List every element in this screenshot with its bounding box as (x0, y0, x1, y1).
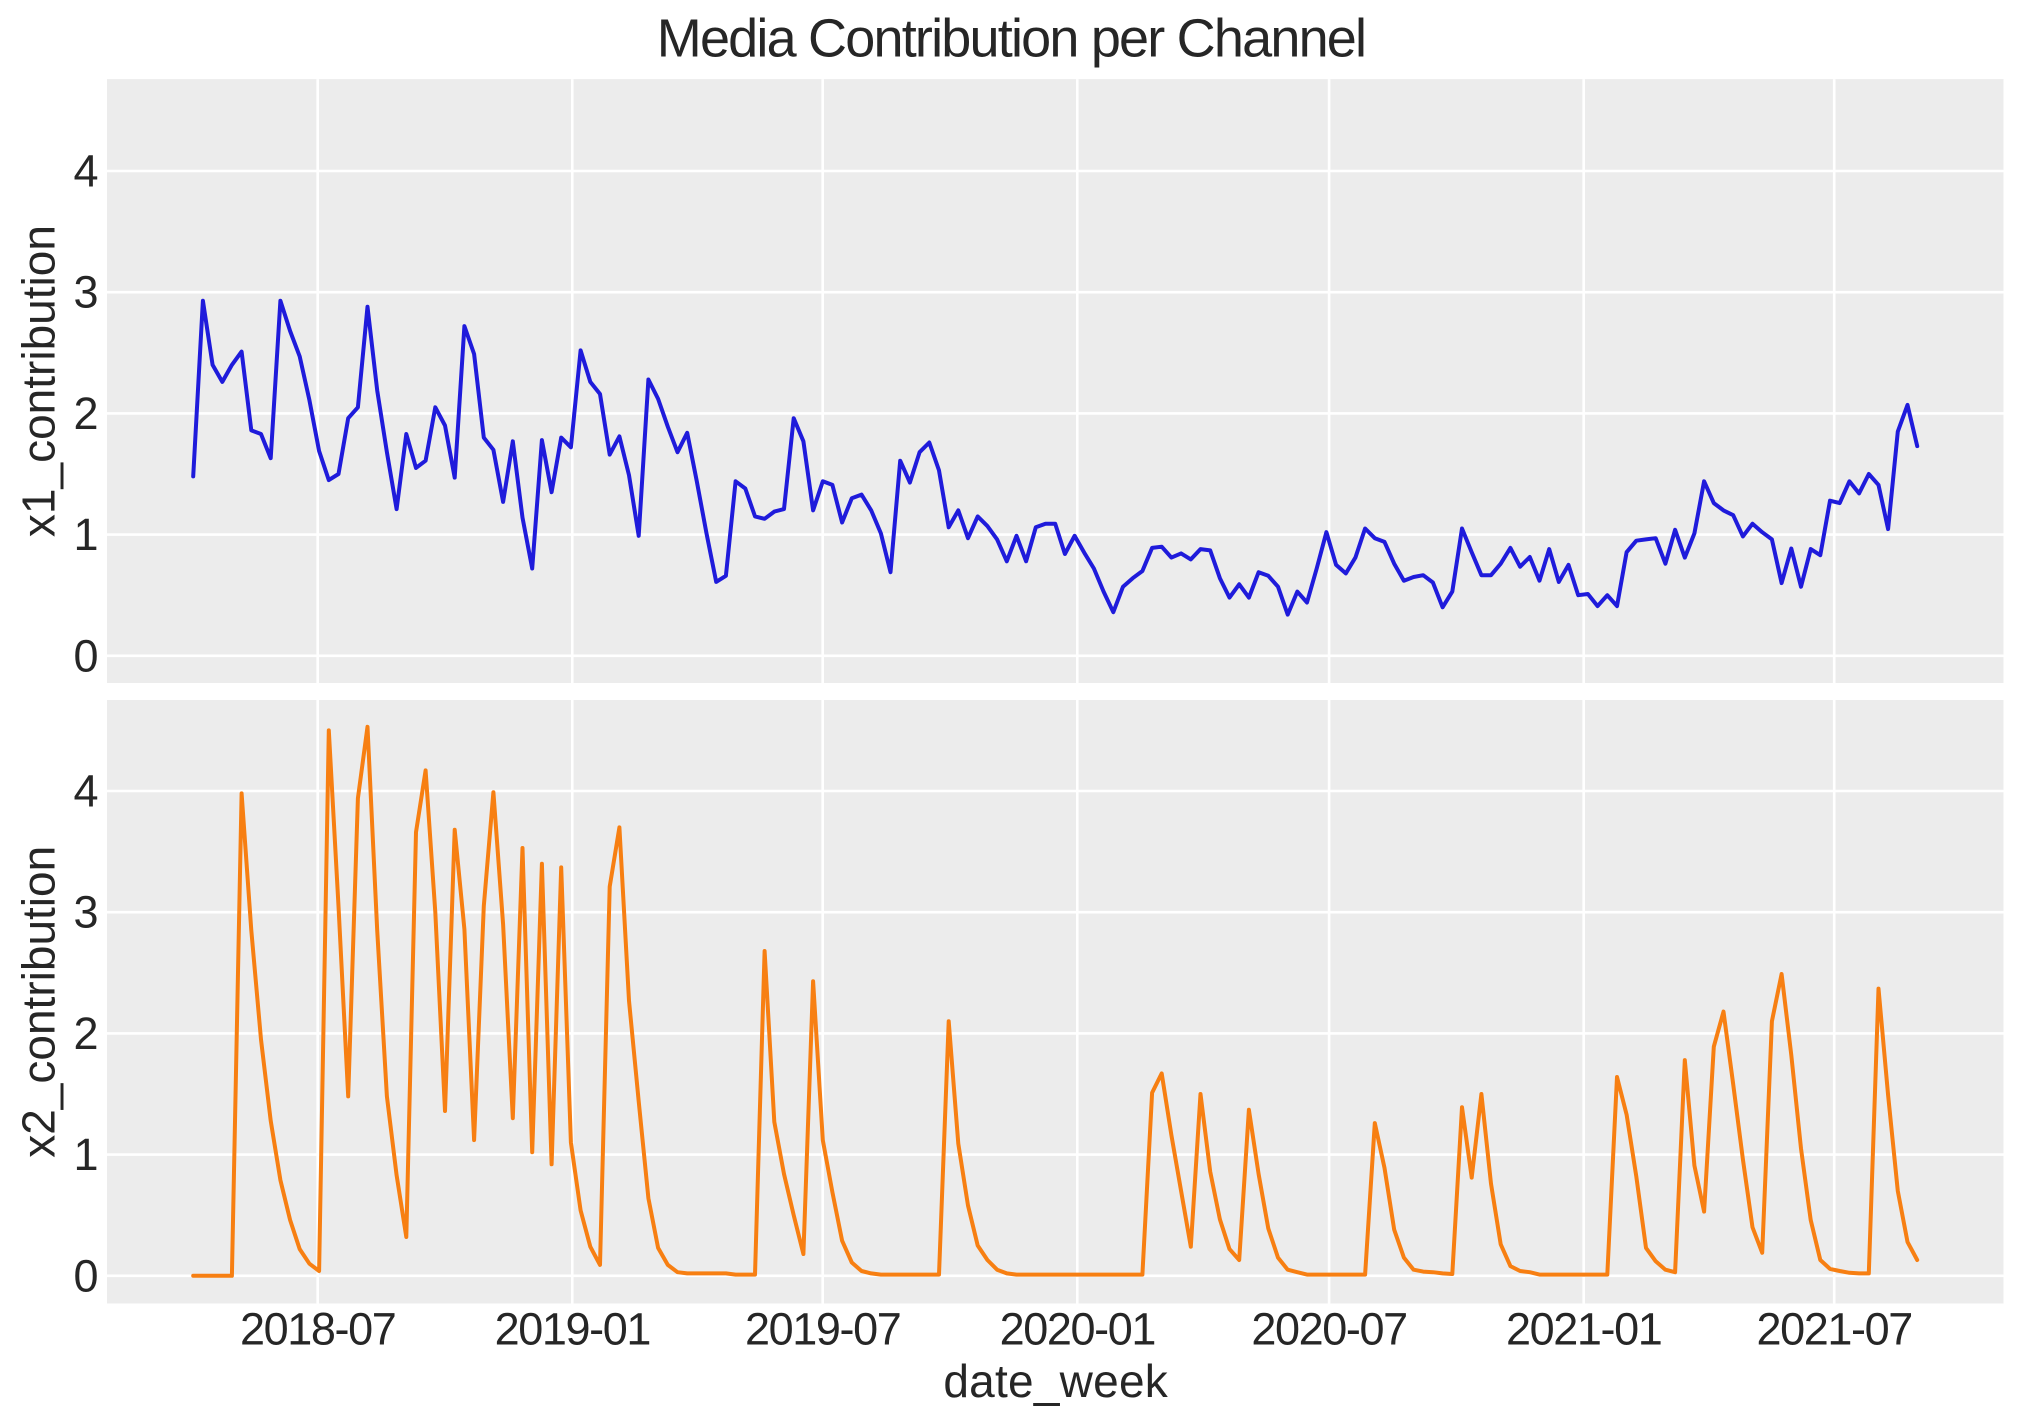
svg-text:2019-07: 2019-07 (745, 1303, 900, 1354)
svg-text:0: 0 (73, 630, 98, 681)
svg-text:4: 4 (73, 766, 98, 817)
svg-text:x1_contribution: x1_contribution (13, 225, 65, 537)
svg-text:2021-01: 2021-01 (1506, 1303, 1661, 1354)
svg-text:date_week: date_week (943, 1355, 1168, 1407)
svg-text:Media Contribution per Channel: Media Contribution per Channel (657, 8, 1365, 68)
svg-text:3: 3 (73, 267, 98, 318)
svg-text:1: 1 (73, 1129, 98, 1180)
svg-text:3: 3 (73, 887, 98, 938)
svg-text:2: 2 (73, 388, 98, 439)
svg-text:x2_contribution: x2_contribution (13, 846, 65, 1158)
svg-text:0: 0 (73, 1250, 98, 1301)
svg-text:2019-01: 2019-01 (495, 1303, 650, 1354)
svg-text:2021-07: 2021-07 (1757, 1303, 1912, 1354)
svg-text:2020-01: 2020-01 (1000, 1303, 1155, 1354)
svg-text:2020-07: 2020-07 (1251, 1303, 1406, 1354)
svg-text:1: 1 (73, 509, 98, 560)
svg-text:2018-07: 2018-07 (240, 1303, 395, 1354)
svg-text:4: 4 (73, 146, 98, 197)
svg-text:2: 2 (73, 1008, 98, 1059)
